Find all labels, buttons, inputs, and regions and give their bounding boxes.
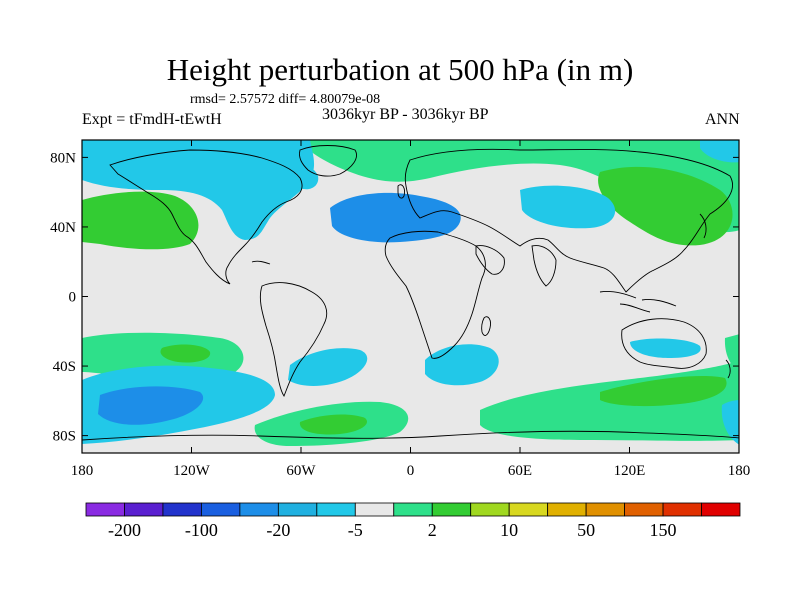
colorbar-swatch — [277, 502, 318, 517]
colorbar-label: 150 — [650, 520, 677, 540]
negative-anomaly-south-atlantic — [288, 348, 368, 386]
axis-labels: 80N 40N 0 40S 80S 180 120W 60W 0 60E 120E 180 — [50, 150, 750, 479]
x-tick-label: 180 — [71, 463, 94, 479]
negative-anomaly-south-pacific-core — [98, 386, 204, 425]
positive-anomaly-north-pacific-east — [598, 166, 733, 246]
colorbar-swatch — [201, 502, 241, 517]
x-tick-label: 0 — [407, 463, 415, 479]
colorbar-labels: -200 -100 -20 -5 2 10 50 150 — [108, 520, 677, 540]
y-tick-label: 40S — [53, 359, 76, 375]
negative-anomaly-southeast — [721, 400, 739, 445]
plot-title: Height perturbation at 500 hPa (in m) — [166, 52, 634, 87]
positive-anomaly-south-pacific-core — [160, 344, 211, 363]
colorbar-label: -200 — [108, 520, 141, 540]
colorbar-label: -5 — [348, 520, 363, 540]
colorbar-swatch — [470, 502, 510, 517]
positive-anomaly-southeast — [724, 334, 739, 372]
coast-north-america — [109, 149, 303, 285]
negative-anomaly-central-asia — [520, 185, 616, 229]
coast-eurasia — [404, 148, 733, 293]
colorbar-swatch — [662, 502, 702, 517]
colorbar-label: 2 — [428, 520, 437, 540]
negative-anomaly-australia — [630, 338, 701, 358]
colorbar — [85, 502, 741, 517]
colorbar-swatch — [585, 502, 625, 517]
positive-anomaly-southern-ocean-core — [299, 414, 368, 435]
coast-new-zealand — [725, 359, 731, 379]
x-tick-label: 120E — [614, 463, 646, 479]
x-tick-label: 120W — [173, 463, 211, 479]
coast-uk — [397, 184, 405, 199]
season-label: ANN — [705, 111, 740, 128]
coast-australia — [621, 318, 707, 369]
coast-africa — [384, 230, 486, 359]
positive-anomaly-arctic — [300, 140, 739, 233]
negative-anomaly-north-pacific — [82, 140, 315, 240]
positive-anomaly-indian-ocean-core — [600, 375, 727, 407]
colorbar-swatch — [124, 502, 164, 517]
coast-south-america — [259, 282, 328, 397]
colorbar-swatch — [85, 502, 125, 517]
colorbar-label: -100 — [185, 520, 218, 540]
colorbar-swatch — [508, 502, 549, 517]
coast-japan — [699, 213, 707, 239]
colorbar-swatch — [431, 502, 472, 517]
positive-anomaly-north-pacific — [82, 191, 199, 250]
colorbar-label: 50 — [577, 520, 595, 540]
y-tick-label: 40N — [50, 220, 76, 236]
colorbar-swatch — [316, 502, 356, 517]
period-label: 3036kyr BP - 3036kyr BP — [322, 106, 489, 123]
coast-antarctica — [82, 430, 739, 441]
rmsd-diff-stats: rmsd= 2.57572 diff= 4.80079e-08 — [190, 92, 381, 107]
colorbar-swatch — [162, 502, 202, 517]
colorbar-swatch — [624, 502, 664, 517]
colorbar-label: -20 — [266, 520, 290, 540]
colorbar-swatch — [393, 502, 433, 517]
x-tick-label: 60W — [286, 463, 316, 479]
coast-india — [531, 245, 557, 287]
coast-arabia — [475, 245, 505, 275]
colorbar-swatch — [239, 502, 279, 517]
coastlines — [82, 145, 739, 441]
colorbar-label: 10 — [500, 520, 518, 540]
colorbar-swatch — [701, 502, 741, 517]
coast-greenland — [299, 145, 357, 177]
negative-anomaly-north-atlantic — [330, 192, 461, 243]
coast-madagascar — [481, 316, 491, 336]
axis-ticks — [81, 140, 740, 453]
negative-anomaly-far-east — [700, 140, 739, 163]
y-tick-label: 80S — [53, 429, 76, 445]
contour-fields — [82, 140, 739, 446]
colorbar-swatch — [354, 502, 395, 517]
coast-indonesia — [599, 291, 677, 313]
x-tick-label: 180 — [728, 463, 751, 479]
y-tick-label: 0 — [69, 290, 77, 306]
x-tick-label: 60E — [508, 463, 532, 479]
coast-caribbean — [251, 260, 271, 265]
experiment-label: Expt = tFmdH-tEwtH — [82, 111, 222, 128]
colorbar-swatch — [547, 502, 587, 517]
y-tick-label: 80N — [50, 150, 76, 166]
negative-anomaly-arctic-left — [292, 165, 319, 190]
